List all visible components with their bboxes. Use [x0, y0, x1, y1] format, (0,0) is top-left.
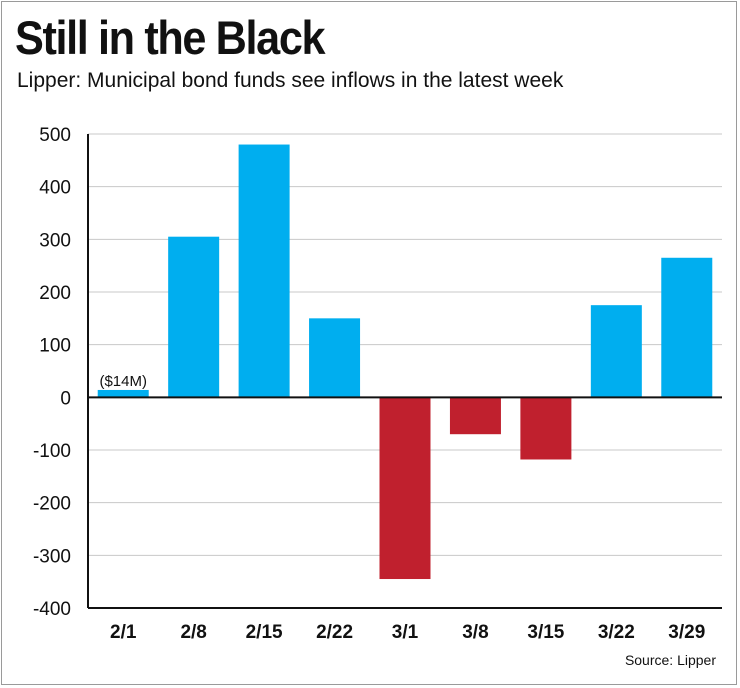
y-tick-label: -100 [33, 441, 71, 462]
x-tick-label: 3/15 [527, 622, 564, 643]
source-note: Source: Lipper [624, 652, 716, 668]
bar-2-15 [238, 144, 290, 398]
y-tick-label: -300 [33, 546, 71, 567]
y-tick-label: 300 [39, 230, 71, 251]
y-tick-label: 200 [39, 283, 71, 304]
y-tick-label: 500 [39, 125, 71, 146]
bar-2-1 [97, 389, 149, 398]
y-tick-label: -200 [33, 494, 71, 515]
x-tick-label: 2/1 [110, 622, 137, 643]
x-tick-label: 2/8 [180, 622, 206, 643]
bar-2-22 [309, 318, 361, 398]
y-tick-label: 100 [39, 336, 71, 357]
chart-subtitle: Lipper: Municipal bond funds see inflows… [17, 69, 564, 92]
x-tick-label: 3/29 [668, 622, 705, 643]
y-tick-label: 0 [60, 388, 71, 409]
bar-3-8 [449, 397, 501, 435]
x-tick-label: 3/1 [392, 622, 419, 643]
bar-3-22 [590, 305, 642, 398]
y-tick-label: 400 [39, 178, 71, 199]
x-tick-label: 3/8 [462, 622, 488, 643]
bar-2-8 [168, 236, 220, 398]
x-tick-label: 2/15 [246, 622, 283, 643]
bar-3-29 [661, 257, 713, 398]
chart-title: Still in the Black [15, 11, 326, 64]
bar-3-15 [520, 397, 572, 460]
x-tick-label: 3/22 [598, 622, 635, 643]
y-tick-label: -400 [33, 599, 71, 620]
bar-3-1 [379, 397, 431, 580]
x-tick-label: 2/22 [316, 622, 353, 643]
bar-annotation: ($14M) [99, 373, 147, 390]
